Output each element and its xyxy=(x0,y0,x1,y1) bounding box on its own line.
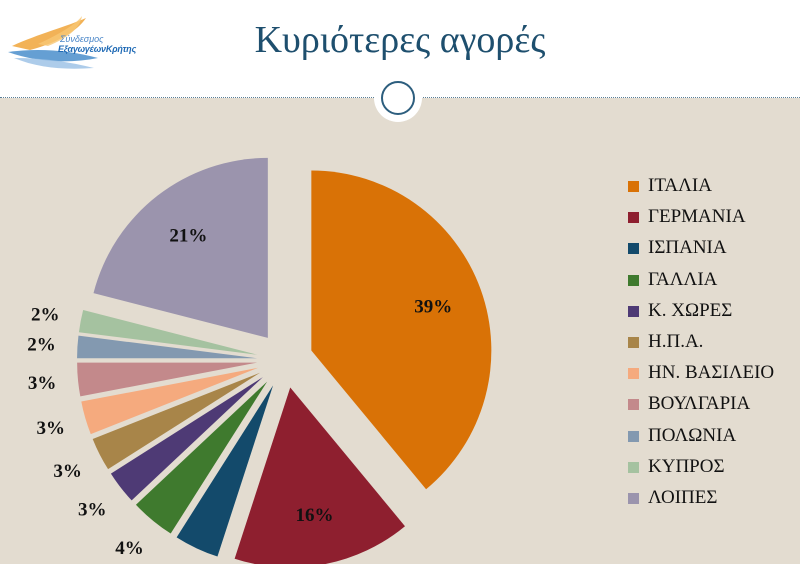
data-label: 39% xyxy=(414,297,452,318)
legend-swatch xyxy=(628,274,639,286)
legend-label: ΠΟΛΩΝΙΑ xyxy=(648,424,737,446)
legend-swatch xyxy=(628,430,639,442)
data-label: 16% xyxy=(296,505,334,526)
data-label: 3% xyxy=(78,500,107,521)
legend-swatch xyxy=(628,399,639,411)
legend-swatch xyxy=(628,337,639,348)
legend-label: ΒΟΥΛΓΑΡΙΑ xyxy=(648,393,751,415)
legend-swatch xyxy=(628,461,639,473)
legend-swatch xyxy=(628,212,639,224)
legend-swatch xyxy=(628,305,639,317)
legend-swatch xyxy=(628,243,639,255)
pie-slice xyxy=(234,387,405,564)
legend-label: ΙΤΑΛΙΑ xyxy=(648,175,712,196)
logo-text-line2: ΕξαγωγέωνΚρήτης xyxy=(58,44,137,54)
legend-label: ΚΥΠΡΟΣ xyxy=(648,455,725,477)
data-label: 2% xyxy=(31,304,60,325)
pie-slice xyxy=(176,385,274,557)
legend-label: ΛΟΙΠΕΣ xyxy=(648,487,718,508)
legend-label: ΓΑΛΛΙΑ xyxy=(648,268,718,290)
legend-swatch xyxy=(628,493,639,504)
pie-slice xyxy=(81,367,259,435)
pie-slice xyxy=(110,377,263,501)
logo-swoosh-icon xyxy=(8,16,98,69)
pie-slice xyxy=(135,381,268,534)
logo-text-line1: Σύνδεσμος xyxy=(60,34,104,44)
pie-slice xyxy=(92,372,261,470)
legend-label: ΗΝ. ΒΑΣΙΛΕΙΟ xyxy=(648,362,775,384)
legend-label: ΙΣΠΑΝΙΑ xyxy=(648,237,727,259)
pie-slice xyxy=(311,170,492,490)
pie-slice xyxy=(77,362,258,397)
data-label: 4% xyxy=(115,538,144,559)
data-label: 2% xyxy=(27,335,56,356)
data-label: 3% xyxy=(28,373,57,394)
data-label: 21% xyxy=(169,226,207,247)
data-label: 3% xyxy=(36,418,65,439)
legend-label: ΓΕΡΜΑΝΙΑ xyxy=(648,206,746,228)
page-title: Κυριότερες αγορές xyxy=(254,19,546,61)
pie-slice xyxy=(77,335,258,359)
pie-slice xyxy=(78,309,258,355)
legend-swatch xyxy=(628,181,639,192)
legend-label: Η.Π.Α. xyxy=(648,331,704,352)
divider-ring-icon xyxy=(381,81,415,115)
data-label: 3% xyxy=(53,461,82,482)
legend-swatch xyxy=(628,368,639,380)
legend-label: Κ. ΧΩΡΕΣ xyxy=(648,299,733,321)
pie-slice xyxy=(93,157,268,338)
